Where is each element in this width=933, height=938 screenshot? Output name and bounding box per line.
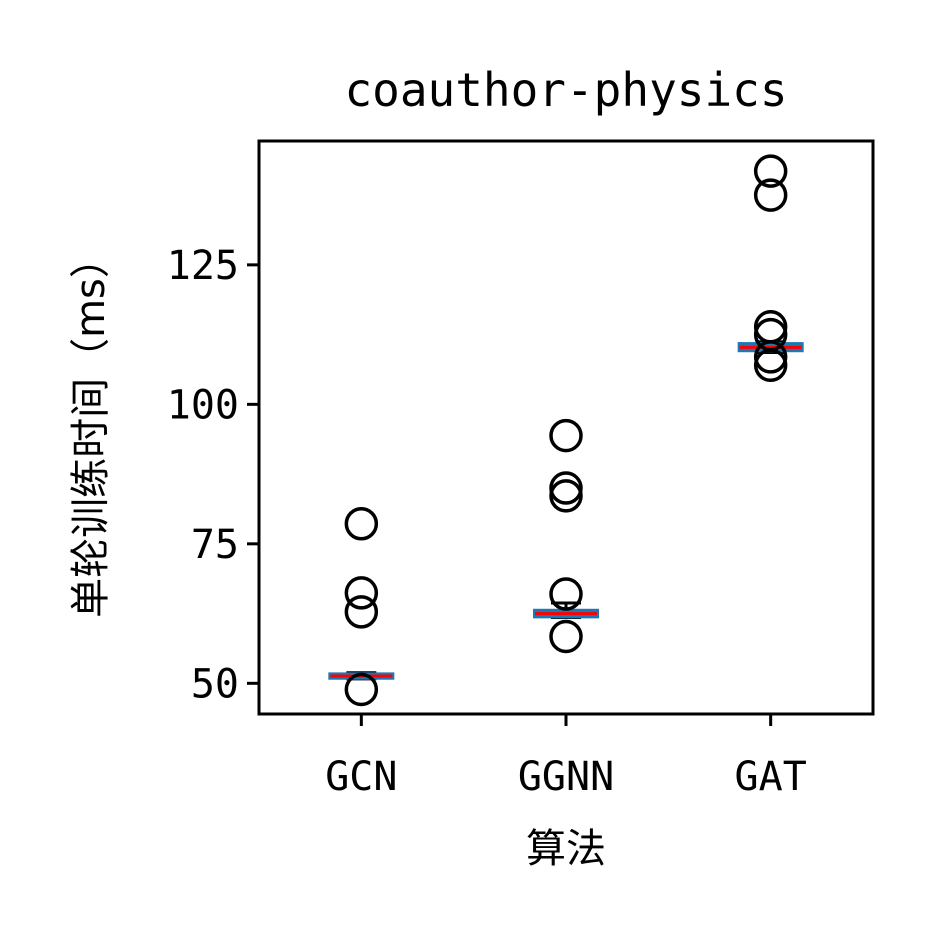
chart-title: coauthor-physics [344,63,787,117]
x-tick-label: GGNN [518,754,614,800]
x-tick-label: GAT [735,754,807,800]
axes-frame [257,139,875,716]
y-tick-label: 125 [167,243,239,289]
y-tick-label: 50 [191,661,239,707]
outlier-point [549,619,583,654]
outlier-point [753,348,788,383]
outlier-point [344,576,379,610]
outlier-point [549,577,583,611]
outlier-point [753,154,788,188]
x-axis-label: 算法 [526,826,606,872]
outlier-point [549,471,583,505]
y-tick-label: 75 [191,522,239,568]
outlier-point [753,340,788,374]
x-tick-label: GCN [325,754,397,800]
y-axis-label: 单轮训练时间（ms） [68,238,114,618]
outlier-point [549,479,583,513]
outlier-point [753,310,788,344]
plot-area: 50 75 100 125 GCN GGNN GAT [167,154,807,800]
outlier-point [344,595,379,629]
outlier-point [753,178,788,212]
outlier-point [549,418,583,453]
outlier-point [344,672,379,707]
outlier-point [344,506,379,541]
y-tick-label: 100 [167,382,239,428]
